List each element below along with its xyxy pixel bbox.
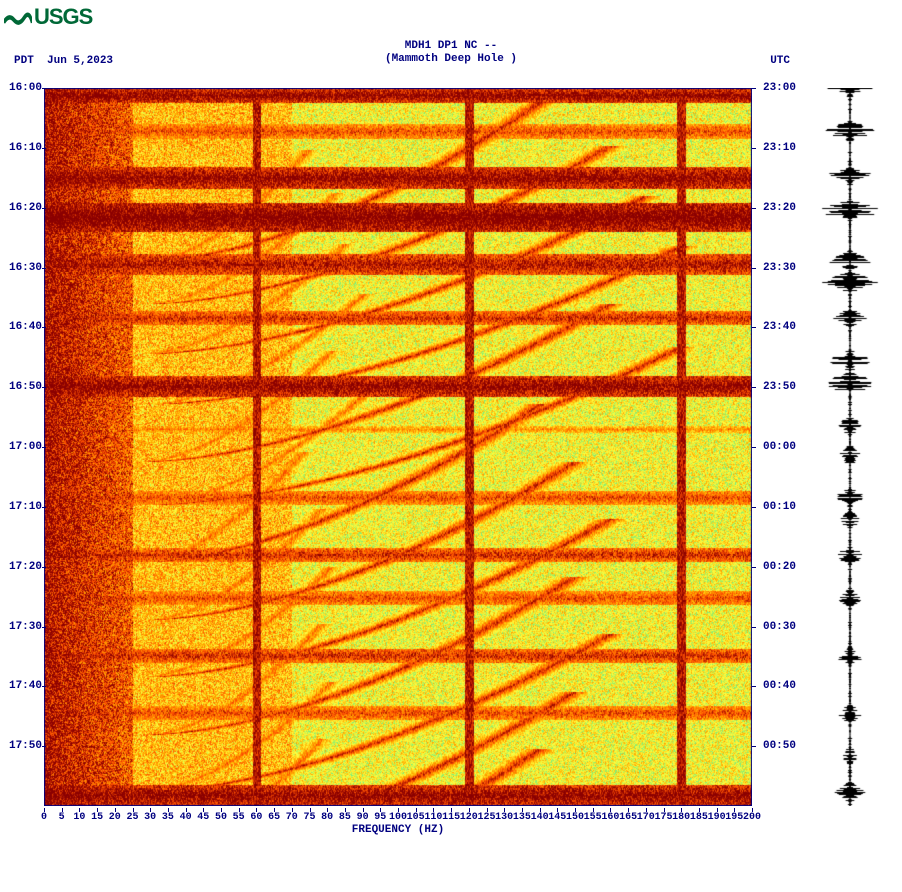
y-right-tick: 00:20: [756, 561, 796, 573]
right-timezone-label: UTC: [770, 55, 790, 67]
left-timezone-label: PDT Jun 5,2023: [14, 55, 113, 67]
x-tick: 150: [566, 812, 584, 823]
x-tick: 75: [303, 812, 315, 823]
x-tick: 15: [91, 812, 103, 823]
chart-title: MDH1 DP1 NC -- (Mammoth Deep Hole ): [0, 40, 902, 66]
usgs-text: USGS: [34, 4, 92, 29]
spectrogram-plot: [44, 88, 752, 806]
y-left-tick: 16:40: [0, 321, 42, 333]
x-tick: 25: [126, 812, 138, 823]
usgs-logo: USGS: [4, 4, 92, 30]
y-right-tick: 23:20: [756, 202, 796, 214]
y-left-tick: 17:10: [0, 501, 42, 513]
y-left-tick: 16:10: [0, 142, 42, 154]
x-tick: 45: [197, 812, 209, 823]
y-left-tick: 17:40: [0, 680, 42, 692]
x-tick: 60: [250, 812, 262, 823]
x-tick: 135: [513, 812, 531, 823]
y-right-tick: 00:10: [756, 501, 796, 513]
x-axis: 0510152025303540455055606570758085909510…: [44, 808, 752, 822]
y-right-tick: 00:40: [756, 680, 796, 692]
x-tick: 110: [424, 812, 442, 823]
y-left-tick: 16:50: [0, 381, 42, 393]
y-left-tick: 17:00: [0, 441, 42, 453]
y-left-tick: 16:20: [0, 202, 42, 214]
x-tick: 125: [477, 812, 495, 823]
x-tick: 115: [442, 812, 460, 823]
x-tick: 155: [584, 812, 602, 823]
y-right-tick: 23:10: [756, 142, 796, 154]
y-left-tick: 16:00: [0, 82, 42, 94]
x-tick: 50: [215, 812, 227, 823]
x-tick: 80: [321, 812, 333, 823]
x-tick: 165: [619, 812, 637, 823]
waveform-canvas: [810, 88, 890, 806]
title-line1: MDH1 DP1 NC --: [0, 40, 902, 53]
y-right-tick: 23:40: [756, 321, 796, 333]
x-tick: 145: [548, 812, 566, 823]
x-tick: 200: [743, 812, 761, 823]
y-left-tick: 17:50: [0, 740, 42, 752]
y-axis-right: 23:0023:1023:2023:3023:4023:5000:0000:10…: [756, 88, 796, 806]
y-right-tick: 23:50: [756, 381, 796, 393]
y-left-tick: 17:20: [0, 561, 42, 573]
x-tick: 185: [690, 812, 708, 823]
y-right-tick: 00:30: [756, 621, 796, 633]
x-tick: 105: [407, 812, 425, 823]
x-tick: 190: [708, 812, 726, 823]
x-tick: 55: [233, 812, 245, 823]
x-tick: 65: [268, 812, 280, 823]
spectrogram-canvas: [44, 88, 752, 806]
x-tick: 160: [601, 812, 619, 823]
x-tick: 0: [41, 812, 47, 823]
x-tick: 90: [357, 812, 369, 823]
y-right-tick: 00:50: [756, 740, 796, 752]
x-tick: 100: [389, 812, 407, 823]
x-tick: 85: [339, 812, 351, 823]
usgs-wave-icon: [4, 11, 32, 25]
x-tick: 95: [374, 812, 386, 823]
x-tick: 170: [637, 812, 655, 823]
x-tick: 40: [180, 812, 192, 823]
x-tick: 175: [654, 812, 672, 823]
y-right-tick: 23:30: [756, 262, 796, 274]
y-left-tick: 16:30: [0, 262, 42, 274]
x-tick: 120: [460, 812, 478, 823]
x-tick: 10: [73, 812, 85, 823]
y-axis-left: 16:0016:1016:2016:3016:4016:5017:0017:10…: [0, 88, 42, 806]
x-tick: 195: [725, 812, 743, 823]
x-tick: 20: [109, 812, 121, 823]
x-tick: 35: [162, 812, 174, 823]
y-left-tick: 17:30: [0, 621, 42, 633]
x-tick: 5: [59, 812, 65, 823]
x-tick: 180: [672, 812, 690, 823]
x-tick: 130: [495, 812, 513, 823]
title-line2: (Mammoth Deep Hole ): [0, 53, 902, 66]
x-tick: 70: [286, 812, 298, 823]
waveform-panel: [810, 88, 890, 806]
x-tick: 30: [144, 812, 156, 823]
y-right-tick: 00:00: [756, 441, 796, 453]
x-tick: 140: [531, 812, 549, 823]
x-axis-label: FREQUENCY (HZ): [44, 824, 752, 836]
y-right-tick: 23:00: [756, 82, 796, 94]
